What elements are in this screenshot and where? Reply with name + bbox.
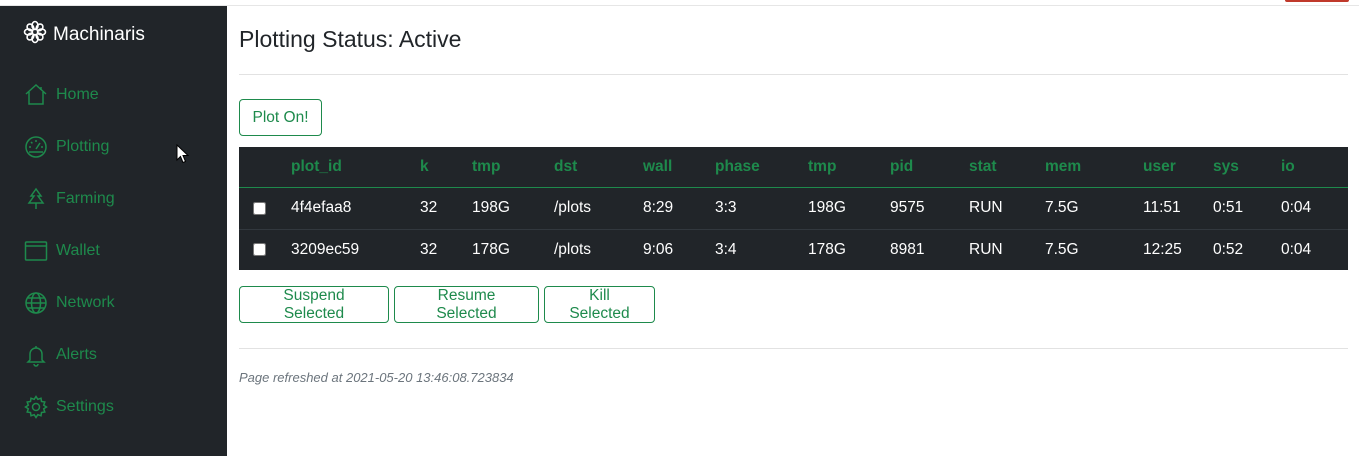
table-cell: 9575 — [890, 199, 925, 217]
page-refreshed-text: Page refreshed at 2021-05-20 13:46:08.72… — [239, 370, 514, 385]
column-header[interactable]: wall — [643, 147, 715, 188]
brand-name: Machinaris — [53, 24, 145, 45]
table-cell: 9:06 — [643, 228, 715, 270]
table-cell: 0:04 — [1281, 228, 1348, 270]
divider — [239, 348, 1348, 349]
gear-icon — [23, 394, 48, 419]
table-cell: 0:51 — [1213, 199, 1244, 217]
table-cell: RUN — [969, 228, 1045, 270]
column-header[interactable]: phase — [715, 147, 808, 188]
bell-icon — [23, 342, 48, 367]
sidebar-item-label: Home — [56, 85, 99, 103]
table-cell: 8:29 — [643, 199, 674, 217]
home-icon — [23, 82, 48, 107]
column-header[interactable]: dst — [554, 147, 643, 188]
plotting-table: plot_id k tmp dst wall phase tmp pid sta… — [239, 147, 1348, 270]
suspend-selected-button[interactable]: Suspend Selected — [239, 286, 389, 323]
page-title: Plotting Status: Active — [239, 26, 462, 52]
sidebar-item-home[interactable]: Home — [23, 82, 99, 107]
sidebar-item-wallet[interactable]: Wallet — [23, 238, 100, 263]
sidebar-item-network[interactable]: Network — [23, 290, 115, 315]
table-cell: 4f4efaa8 — [291, 199, 352, 217]
table-cell: 198G — [808, 199, 846, 217]
column-header[interactable]: pid — [890, 147, 969, 188]
sidebar-item-label: Wallet — [56, 241, 100, 259]
table-cell: /plots — [554, 228, 643, 270]
table-cell: 7.5G — [1045, 228, 1143, 270]
table-cell: 8981 — [890, 228, 969, 270]
column-header[interactable]: k — [420, 147, 472, 188]
column-header[interactable]: stat — [969, 147, 1045, 188]
divider — [239, 74, 1348, 75]
sidebar-item-alerts[interactable]: Alerts — [23, 342, 97, 367]
table-cell: 198G — [472, 199, 510, 217]
plot-on-button[interactable]: Plot On! — [239, 99, 322, 136]
table-cell: 178G — [472, 228, 554, 270]
row-select-checkbox[interactable] — [253, 243, 266, 257]
top-accent-bar — [1285, 0, 1349, 2]
resume-selected-button[interactable]: Resume Selected — [394, 286, 539, 323]
sidebar-item-farming[interactable]: Farming — [23, 186, 115, 211]
sidebar-item-label: Settings — [56, 397, 114, 415]
sidebar: Machinaris Home Plotting Farming Wallet — [0, 6, 227, 456]
table-row: 3209ec59 32 178G /plots 9:06 3:4 178G 89… — [239, 228, 1348, 270]
wallet-icon — [23, 238, 48, 263]
table-cell: 32 — [420, 199, 438, 217]
table-cell: 0:04 — [1281, 199, 1312, 217]
column-header[interactable]: mem — [1045, 147, 1143, 188]
table-cell: RUN — [969, 199, 1003, 217]
table-cell: 32 — [420, 228, 472, 270]
table-cell: 3209ec59 — [291, 228, 420, 270]
globe-icon — [23, 290, 48, 315]
column-header[interactable]: io — [1281, 147, 1348, 188]
column-header[interactable]: tmp — [808, 147, 890, 188]
sidebar-item-label: Alerts — [56, 345, 97, 363]
table-header-row: plot_id k tmp dst wall phase tmp pid sta… — [239, 147, 1348, 188]
brand[interactable]: Machinaris — [23, 20, 145, 50]
table-cell: 12:25 — [1143, 228, 1213, 270]
row-select-checkbox[interactable] — [253, 201, 266, 215]
column-header[interactable]: user — [1143, 147, 1213, 188]
table-row: 4f4efaa8 32 198G /plots 8:29 3:3 198G 95… — [239, 188, 1348, 230]
column-header[interactable]: sys — [1213, 147, 1281, 188]
sidebar-item-label: Plotting — [56, 137, 110, 155]
table-cell: 7.5G — [1045, 199, 1079, 217]
mouse-cursor-icon — [176, 143, 190, 169]
gauge-icon — [23, 134, 48, 159]
table-cell: 3:4 — [715, 228, 808, 270]
sidebar-item-settings[interactable]: Settings — [23, 394, 114, 419]
table-cell: 0:52 — [1213, 228, 1281, 270]
column-header[interactable]: plot_id — [291, 147, 420, 188]
table-cell: 11:51 — [1143, 199, 1181, 217]
table-cell: 3:3 — [715, 199, 737, 217]
kill-selected-button[interactable]: Kill Selected — [544, 286, 655, 323]
tree-icon — [23, 186, 48, 211]
sidebar-item-label: Network — [56, 293, 115, 311]
table-cell: /plots — [554, 199, 592, 217]
sidebar-item-label: Farming — [56, 189, 115, 207]
flower-icon — [23, 20, 53, 50]
table-cell: 178G — [808, 228, 890, 270]
sidebar-item-plotting[interactable]: Plotting — [23, 134, 109, 159]
top-strip — [0, 0, 1359, 6]
column-header[interactable]: tmp — [472, 147, 554, 188]
select-column-header — [239, 147, 291, 188]
